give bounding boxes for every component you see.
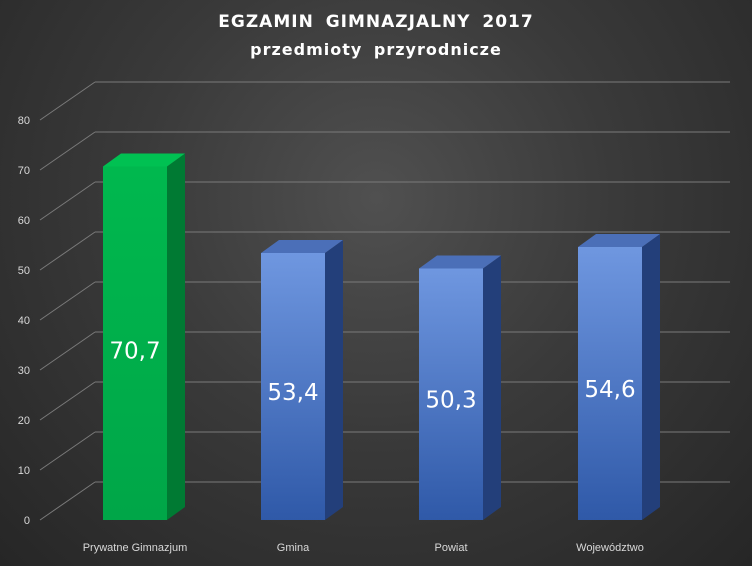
data-label: 50,3 bbox=[425, 387, 476, 413]
bar bbox=[261, 253, 325, 520]
bar-side-face bbox=[167, 153, 185, 520]
gridline-diagonal bbox=[39, 431, 96, 471]
gridline-diagonal bbox=[39, 131, 96, 171]
gridline-diagonal bbox=[39, 281, 96, 321]
bar-side-face bbox=[483, 255, 501, 520]
bars bbox=[103, 153, 660, 520]
gridline-diagonal bbox=[39, 481, 96, 521]
data-label: 53,4 bbox=[267, 380, 318, 406]
y-tick-label: 10 bbox=[18, 465, 30, 477]
gridline-diagonal bbox=[39, 81, 96, 121]
y-tick-label: 30 bbox=[18, 365, 30, 377]
bar-top-face bbox=[578, 234, 660, 247]
bar-top-face bbox=[419, 255, 501, 269]
y-axis-ticks: 0 10 20 30 40 50 60 70 80 bbox=[18, 115, 30, 527]
gridline-diagonal bbox=[39, 331, 96, 371]
y-tick-label: 0 bbox=[24, 515, 30, 527]
x-category-label: Powiat bbox=[434, 542, 467, 554]
y-tick-label: 70 bbox=[18, 165, 30, 177]
bar bbox=[419, 268, 483, 520]
y-tick-label: 20 bbox=[18, 415, 30, 427]
x-category-label: Województwo bbox=[576, 542, 644, 554]
data-label: 54,6 bbox=[584, 377, 635, 403]
gridline-diagonal bbox=[39, 181, 96, 221]
y-tick-label: 80 bbox=[18, 115, 30, 127]
gridline-diagonal bbox=[39, 231, 96, 271]
y-tick-label: 60 bbox=[18, 215, 30, 227]
chart-subtitle: przedmioty przyrodnicze bbox=[250, 40, 502, 59]
x-category-label: Prywatne Gimnazjum bbox=[83, 542, 188, 554]
x-category-label: Gmina bbox=[277, 542, 310, 554]
x-axis-categories: Prywatne Gimnazjum Gmina Powiat Województwo bbox=[83, 542, 644, 554]
bar-side-face bbox=[325, 240, 343, 520]
gridline-diagonal bbox=[39, 381, 96, 421]
bar-top-face bbox=[261, 240, 343, 253]
data-label: 70,7 bbox=[109, 338, 160, 364]
bar-top-face bbox=[103, 153, 185, 167]
chart-title: EGZAMIN GIMNAZJALNY 2017 bbox=[218, 12, 534, 32]
y-tick-label: 40 bbox=[18, 315, 30, 327]
bar bbox=[578, 247, 642, 520]
data-labels: 70,7 53,4 50,3 54,6 bbox=[109, 338, 635, 413]
bar-side-face bbox=[642, 234, 660, 520]
bar bbox=[103, 166, 167, 520]
y-tick-label: 50 bbox=[18, 265, 30, 277]
